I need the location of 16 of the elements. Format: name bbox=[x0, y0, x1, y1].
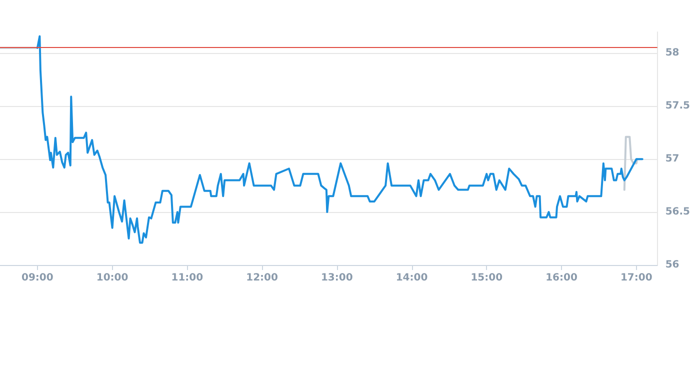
y-tick-label: 56 bbox=[665, 260, 680, 270]
line-series bbox=[623, 136, 638, 191]
x-tick-label: 15:00 bbox=[470, 272, 503, 284]
y-tick-label: 57.5 bbox=[665, 100, 690, 112]
x-tick-label: 12:00 bbox=[246, 272, 278, 284]
x-tick-label: 13:00 bbox=[320, 272, 353, 284]
line-series bbox=[36, 35, 644, 244]
x-tick-label: 09:00 bbox=[22, 272, 54, 284]
y-tick-label: 56.5 bbox=[665, 206, 690, 218]
x-tick-label: 17:00 bbox=[620, 272, 652, 284]
x-tick-label: 14:00 bbox=[396, 272, 428, 284]
x-tick-label: 11:00 bbox=[171, 272, 204, 284]
y-tick-label: 58 bbox=[665, 48, 680, 59]
x-tick-label: 16:00 bbox=[546, 272, 578, 284]
x-tick-label: 10:00 bbox=[96, 272, 128, 284]
y-tick-label: 57 bbox=[665, 154, 680, 165]
